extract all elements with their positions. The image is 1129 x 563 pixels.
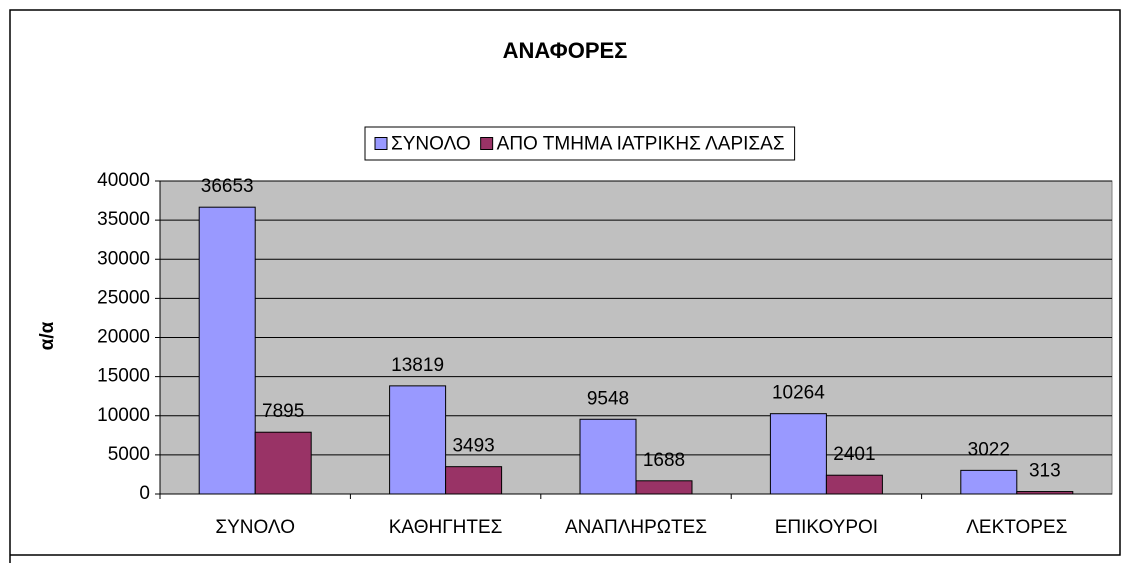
data-label: 3022 xyxy=(968,439,1010,460)
y-tick-label: 20000 xyxy=(97,327,150,348)
bar xyxy=(635,480,693,495)
bar xyxy=(960,469,1018,495)
bar xyxy=(825,474,883,495)
data-label: 13819 xyxy=(391,355,444,376)
legend-marker xyxy=(374,137,388,150)
y-tick-label: 10000 xyxy=(97,405,150,426)
bar xyxy=(579,418,637,495)
y-tick-label: 35000 xyxy=(97,209,150,230)
y-tick-label: 0 xyxy=(139,483,150,504)
bar xyxy=(198,206,256,495)
data-label: 9548 xyxy=(587,388,629,409)
y-tick-label: 25000 xyxy=(97,287,150,308)
x-tick-label: ΑΝΑΠΛΗΡΩΤΕΣ xyxy=(565,517,707,538)
y-axis-label: α/α xyxy=(37,321,58,350)
data-label: 36653 xyxy=(201,176,254,197)
legend-label: ΣΥΝΟΛΟ xyxy=(391,134,471,155)
legend-label: ΑΠΟ ΤΜΗΜΑ ΙΑΤΡΙΚΗΣ ΛΑΡΙΣΑΣ xyxy=(497,134,785,155)
data-label: 3493 xyxy=(452,436,494,457)
y-tick-label: 15000 xyxy=(97,366,150,387)
x-tick-label: ΕΠΙΚΟΥΡΟΙ xyxy=(775,517,878,538)
x-tick-label: ΚΑΘΗΓΗΤΕΣ xyxy=(389,517,503,538)
bar xyxy=(254,431,312,495)
data-label: 1688 xyxy=(643,450,685,471)
legend-marker xyxy=(480,137,494,150)
y-tick-label: 30000 xyxy=(97,248,150,269)
y-tick-label: 5000 xyxy=(108,444,150,465)
bar xyxy=(445,466,503,495)
x-tick-label: ΣΥΝΟΛΟ xyxy=(215,517,295,538)
legend xyxy=(364,126,796,161)
chart-border xyxy=(9,9,1121,563)
bar xyxy=(769,413,827,495)
y-tick-label: 40000 xyxy=(97,170,150,191)
x-tick-label: ΛΕΚΤΟΡΕΣ xyxy=(966,517,1067,538)
data-label: 7895 xyxy=(262,401,304,422)
chart-title: ΑΝΑΦΟΡΕΣ xyxy=(503,38,628,63)
bar xyxy=(1016,491,1074,495)
data-label: 2401 xyxy=(833,444,875,465)
data-label: 313 xyxy=(1029,461,1061,482)
bar xyxy=(389,385,447,495)
data-label: 10264 xyxy=(772,383,825,404)
